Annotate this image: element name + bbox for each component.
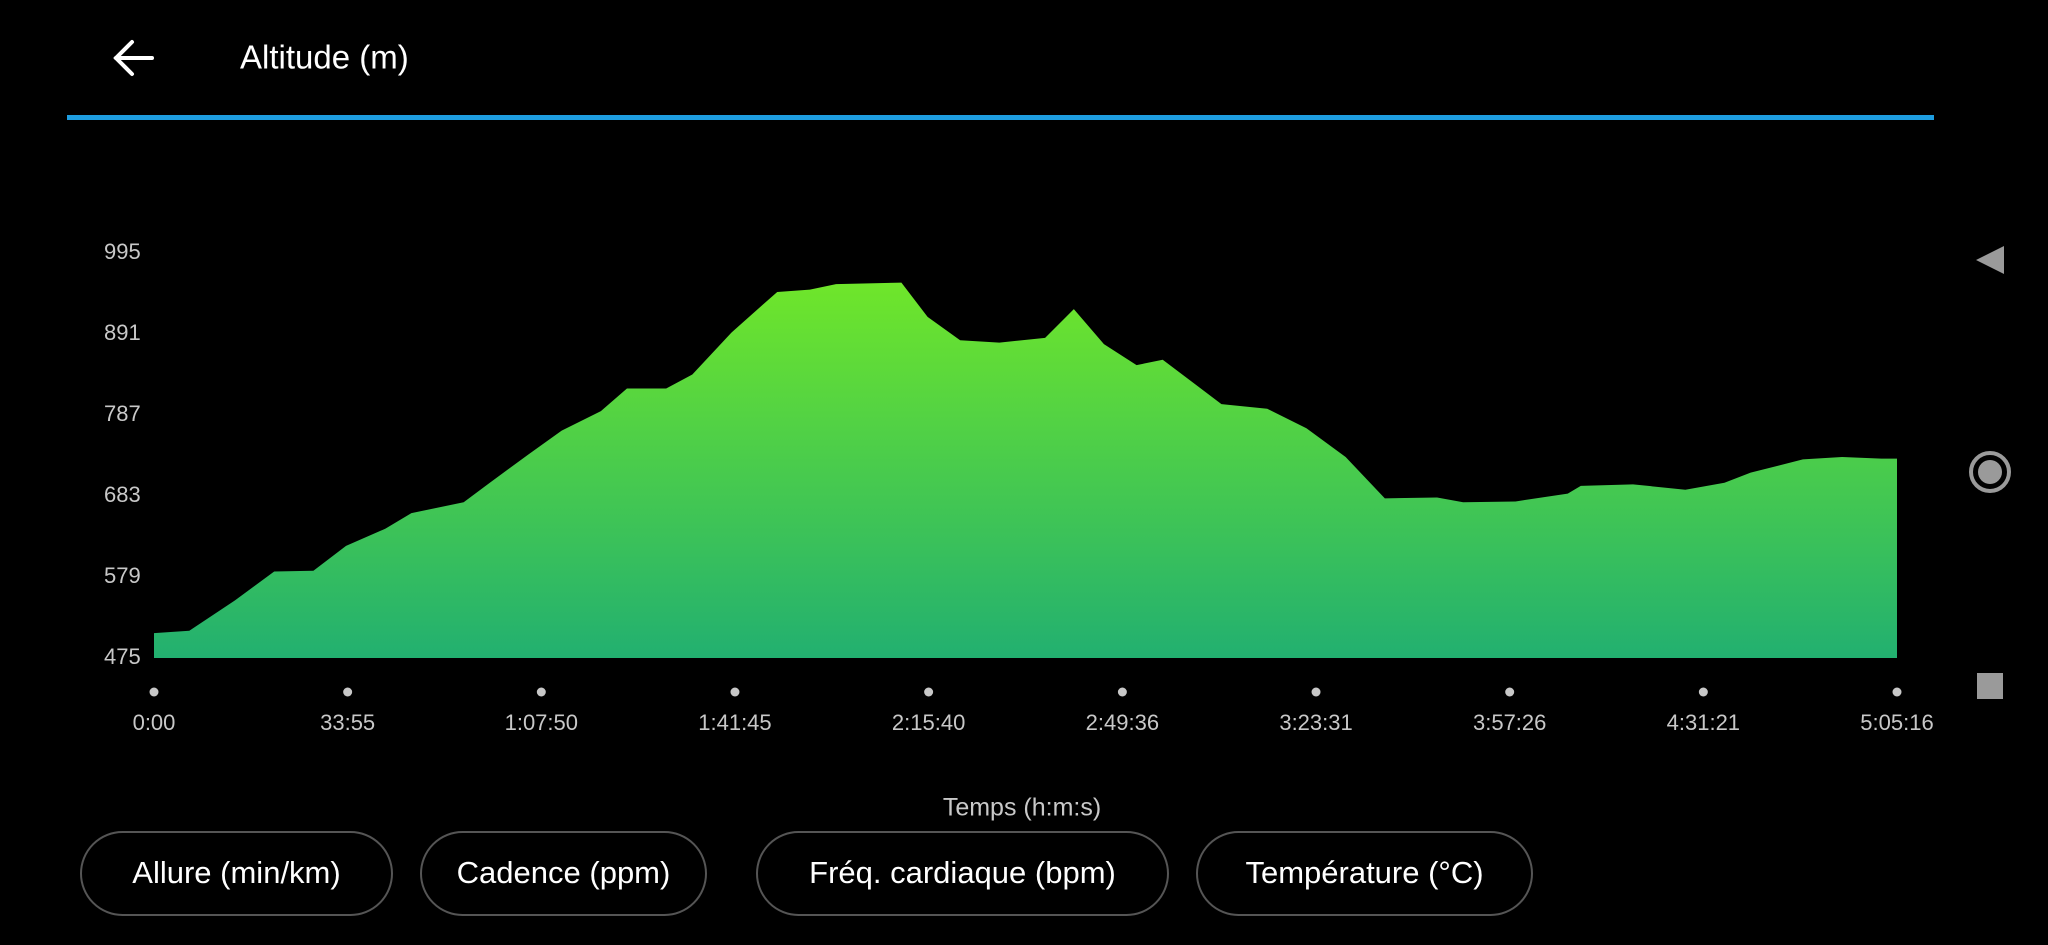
- metric-button-label: Cadence (ppm): [457, 855, 671, 890]
- button-row: Allure (min/km) Cadence (ppm) Fréq. cardia…: [80, 831, 1533, 916]
- y-tick-label: 891: [104, 320, 141, 345]
- x-tick-dot: [730, 687, 740, 697]
- nav-home[interactable]: [1969, 451, 2011, 493]
- x-tick-dot: [1698, 687, 1708, 697]
- x-tick-label: 3:23:31: [1279, 710, 1352, 735]
- metric-button-label: Température (°C): [1245, 855, 1483, 890]
- page-title: Altitude (m): [240, 39, 409, 76]
- x-tick-label: 2:49:36: [1086, 710, 1159, 735]
- x-tick-label: 5:05:16: [1860, 710, 1933, 735]
- x-tick-dot: [924, 687, 934, 697]
- y-tick-label: 995: [104, 239, 141, 264]
- metric-button-label: Allure (min/km): [132, 855, 340, 890]
- x-tick-dot: [149, 687, 159, 697]
- x-tick-label: 3:57:26: [1473, 710, 1546, 735]
- metric-button[interactable]: [420, 831, 707, 916]
- header-underline: [67, 115, 1934, 120]
- x-axis-title: Temps (h:m:s): [943, 794, 1101, 822]
- x-tick-dot: [1892, 687, 1902, 697]
- back-button[interactable]: [113, 40, 154, 76]
- x-tick-label: 1:07:50: [505, 710, 578, 735]
- metric-button[interactable]: [1196, 831, 1533, 916]
- y-tick-label: 475: [104, 644, 141, 669]
- metric-button-label: Fréq. cardiaque (bpm): [809, 855, 1116, 890]
- x-tick-dot: [1117, 687, 1127, 697]
- altitude-area: [154, 282, 1897, 658]
- y-tick-label: 579: [104, 563, 141, 588]
- x-tick-dot: [1505, 687, 1515, 697]
- x-tick-label: 33:55: [320, 710, 375, 735]
- nav-home-dot: [1978, 460, 2002, 484]
- x-tick-dot: [343, 687, 353, 697]
- y-tick-label: 787: [104, 401, 141, 426]
- y-tick-label: 683: [104, 482, 141, 507]
- x-tick-label: 0:00: [133, 710, 176, 735]
- x-tick-dot: [1311, 687, 1321, 697]
- metric-button[interactable]: [80, 831, 393, 916]
- x-tick-label: 1:41:45: [698, 710, 771, 735]
- x-tick-dot: [536, 687, 546, 697]
- metric-button[interactable]: [756, 831, 1169, 916]
- nav-back[interactable]: [1976, 246, 2004, 274]
- x-tick-label: 4:31:21: [1667, 710, 1740, 735]
- x-tick-label: 2:15:40: [892, 710, 965, 735]
- nav-recent[interactable]: [1977, 673, 2003, 699]
